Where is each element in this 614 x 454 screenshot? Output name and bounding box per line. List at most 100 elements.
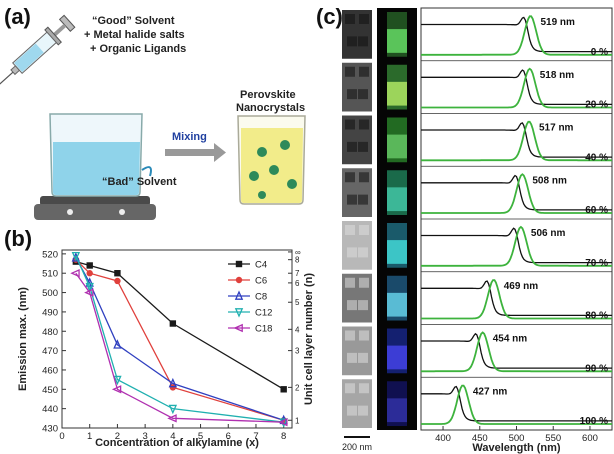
emission-curve — [421, 331, 612, 373]
y-axis-label-b: Emission max. (nm) — [17, 287, 29, 391]
bad-solvent-label: “Bad” Solvent — [102, 176, 177, 188]
data-point — [279, 418, 288, 428]
data-point — [111, 385, 122, 394]
data-point — [234, 308, 244, 318]
vial-photo — [387, 12, 407, 57]
vial-photo — [387, 328, 407, 374]
tem-particle — [345, 383, 355, 394]
tem-particle — [347, 141, 357, 152]
vial-photo — [387, 170, 407, 215]
tem-background — [342, 379, 372, 428]
data-point — [233, 323, 243, 333]
vial-body — [387, 223, 407, 268]
y-tick-label: 520 — [42, 249, 58, 260]
product-label-line-1: Perovskite — [240, 89, 296, 101]
absorption-curve — [421, 16, 612, 53]
series-line — [75, 259, 284, 421]
syringe-text-line-1: “Good” Solvent — [92, 15, 175, 27]
vial-body — [387, 12, 407, 57]
tem-particle — [347, 194, 357, 205]
x-tick-label: 4 — [170, 431, 175, 442]
tem-particle — [345, 119, 355, 130]
data-point — [280, 417, 287, 424]
data-point — [169, 384, 177, 391]
tem-particle — [359, 172, 369, 183]
series-line — [75, 257, 284, 421]
panel-label-a: (a) — [4, 4, 31, 29]
percent-label: 40 % — [585, 152, 608, 163]
vial-body — [387, 64, 407, 110]
vial-strip — [377, 8, 417, 430]
percent-label: 20 % — [585, 100, 608, 111]
y-tick-label: 460 — [42, 365, 58, 376]
data-point — [85, 277, 94, 287]
plot-frame-b — [61, 249, 293, 429]
data-point — [71, 252, 81, 262]
series-c6 — [72, 256, 287, 424]
vial-body — [387, 117, 407, 163]
plot-frame-c — [420, 7, 613, 431]
x-tick-label: 550 — [545, 433, 561, 444]
x-tick-label: 8 — [281, 431, 286, 442]
tem-background — [342, 168, 372, 217]
tem-particle — [358, 194, 368, 205]
x-tick-label: 3 — [142, 431, 147, 442]
legend-label: C18 — [255, 324, 272, 335]
product-label-line-2: Nanocrystals — [236, 102, 305, 114]
emission-curve — [421, 120, 612, 162]
panel-label-c: (c) — [316, 4, 343, 29]
data-point — [235, 276, 243, 284]
y-tick-label: 440 — [42, 404, 58, 415]
series-c18 — [70, 269, 288, 427]
y-tick-label: 480 — [42, 327, 58, 338]
tem-background — [342, 326, 372, 376]
panel-label-b: (b) — [4, 226, 33, 251]
vial-glow — [387, 187, 407, 212]
tem-particle — [345, 225, 355, 235]
mixing-arrow-icon — [165, 143, 226, 162]
tem-background — [342, 115, 372, 165]
data-point — [71, 251, 81, 262]
beaker-bad-solvent-icon — [34, 113, 156, 220]
y2-tick-label: 2 — [295, 383, 300, 392]
vial-photo — [387, 64, 407, 110]
percent-label: 60 % — [585, 205, 608, 216]
y-tick-label: 450 — [42, 385, 58, 396]
series-line — [75, 255, 284, 423]
syringe-text-line-3: + Organic Ligands — [90, 43, 186, 55]
vial-glow — [387, 240, 407, 264]
data-point — [279, 414, 288, 425]
legend-entry-c6: C6 — [228, 276, 267, 287]
emission-curve — [421, 15, 612, 56]
y2-axis-label-b: Unit cell layer number (n) — [303, 273, 315, 405]
tem-image — [342, 62, 372, 112]
legend-entry-c12: C12 — [228, 308, 272, 319]
emission-curve — [421, 384, 612, 425]
tem-particle — [358, 405, 368, 416]
data-point — [70, 269, 80, 278]
y2-tick-label: 1 — [295, 416, 300, 425]
peak-label: 518 nm — [540, 70, 575, 81]
series-line — [75, 260, 285, 390]
y2-tick-label: 4 — [295, 325, 300, 334]
x-tick-label: 2 — [115, 431, 120, 442]
tem-particle — [359, 14, 369, 24]
scale-bar-label: 200 nm — [342, 442, 372, 452]
data-point — [168, 404, 178, 415]
x-tick-label: 1 — [87, 431, 92, 442]
absorption-curve — [421, 122, 612, 158]
tem-particle — [347, 352, 357, 363]
tem-background — [342, 10, 372, 59]
y2-tick-label: 3 — [295, 347, 300, 356]
peak-label: 454 nm — [493, 334, 528, 345]
y-tick-label: 500 — [42, 288, 58, 299]
emission-curve — [421, 279, 612, 320]
peak-label: 519 nm — [540, 17, 575, 28]
x-tick-label: 0 — [59, 431, 64, 442]
vial-glow — [387, 81, 407, 106]
vial-glow — [387, 398, 407, 423]
tem-particle — [347, 247, 357, 258]
vial-glow — [387, 345, 407, 370]
